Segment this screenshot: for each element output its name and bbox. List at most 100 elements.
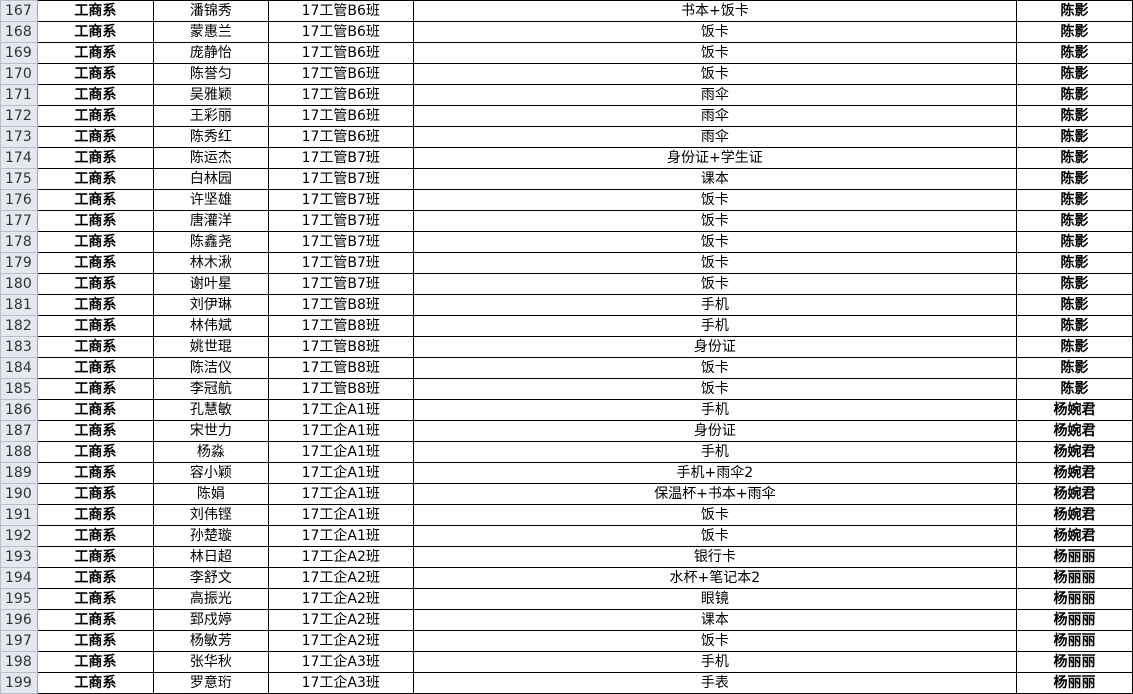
cell-class[interactable]: 17工管B7班 xyxy=(267,273,414,295)
cell-class[interactable]: 17工企A2班 xyxy=(267,630,414,652)
cell-class[interactable]: 17工企A1班 xyxy=(267,525,414,547)
cell-item[interactable]: 饭卡 xyxy=(412,210,1018,232)
cell-class[interactable]: 17工管B6班 xyxy=(267,21,414,43)
cell-staff[interactable]: 陈影 xyxy=(1016,84,1133,106)
cell-item[interactable]: 饭卡 xyxy=(412,630,1018,652)
cell-department[interactable]: 工商系 xyxy=(36,63,154,85)
cell-item[interactable]: 手机 xyxy=(412,651,1018,673)
cell-class[interactable]: 17工企A2班 xyxy=(267,546,414,568)
cell-class[interactable]: 17工企A1班 xyxy=(267,483,414,505)
cell-department[interactable]: 工商系 xyxy=(36,609,154,631)
cell-department[interactable]: 工商系 xyxy=(36,126,154,148)
row-header[interactable]: 186 xyxy=(0,399,38,421)
cell-department[interactable]: 工商系 xyxy=(36,189,154,211)
cell-department[interactable]: 工商系 xyxy=(36,630,154,652)
row-header[interactable]: 179 xyxy=(0,252,38,274)
cell-staff[interactable]: 杨丽丽 xyxy=(1016,567,1133,589)
cell-class[interactable]: 17工管B7班 xyxy=(267,147,414,169)
cell-item[interactable]: 饭卡 xyxy=(412,189,1018,211)
cell-department[interactable]: 工商系 xyxy=(36,546,154,568)
row-header[interactable]: 183 xyxy=(0,336,38,358)
row-header[interactable]: 196 xyxy=(0,609,38,631)
cell-department[interactable]: 工商系 xyxy=(36,525,154,547)
cell-department[interactable]: 工商系 xyxy=(36,441,154,463)
cell-class[interactable]: 17工管B7班 xyxy=(267,210,414,232)
cell-item[interactable]: 饭卡 xyxy=(412,504,1018,526)
cell-department[interactable]: 工商系 xyxy=(36,357,154,379)
row-header[interactable]: 175 xyxy=(0,168,38,190)
row-header[interactable]: 195 xyxy=(0,588,38,610)
cell-staff[interactable]: 陈影 xyxy=(1016,294,1133,316)
cell-staff[interactable]: 杨丽丽 xyxy=(1016,546,1133,568)
cell-staff[interactable]: 杨婉君 xyxy=(1016,441,1133,463)
cell-class[interactable]: 17工管B8班 xyxy=(267,378,414,400)
cell-department[interactable]: 工商系 xyxy=(36,294,154,316)
cell-name[interactable]: 郅戍婷 xyxy=(152,609,269,631)
row-header[interactable]: 188 xyxy=(0,441,38,463)
cell-name[interactable]: 陈鑫尧 xyxy=(152,231,269,253)
cell-item[interactable]: 课本 xyxy=(412,168,1018,190)
cell-staff[interactable]: 杨丽丽 xyxy=(1016,630,1133,652)
cell-name[interactable]: 张华秋 xyxy=(152,651,269,673)
cell-department[interactable]: 工商系 xyxy=(36,504,154,526)
cell-staff[interactable]: 陈影 xyxy=(1016,63,1133,85)
cell-item[interactable]: 手机 xyxy=(412,399,1018,421)
cell-staff[interactable]: 陈影 xyxy=(1016,21,1133,43)
row-header[interactable]: 171 xyxy=(0,84,38,106)
cell-class[interactable]: 17工管B6班 xyxy=(267,126,414,148)
cell-name[interactable]: 杨淼 xyxy=(152,441,269,463)
cell-department[interactable]: 工商系 xyxy=(36,588,154,610)
cell-name[interactable]: 林日超 xyxy=(152,546,269,568)
cell-staff[interactable]: 杨丽丽 xyxy=(1016,651,1133,673)
cell-item[interactable]: 身份证+学生证 xyxy=(412,147,1018,169)
row-header[interactable]: 190 xyxy=(0,483,38,505)
row-header[interactable]: 170 xyxy=(0,63,38,85)
row-header[interactable]: 172 xyxy=(0,105,38,127)
cell-class[interactable]: 17工企A3班 xyxy=(267,651,414,673)
cell-item[interactable]: 饭卡 xyxy=(412,252,1018,274)
cell-name[interactable]: 唐灌洋 xyxy=(152,210,269,232)
row-header[interactable]: 180 xyxy=(0,273,38,295)
cell-department[interactable]: 工商系 xyxy=(36,105,154,127)
cell-item[interactable]: 课本 xyxy=(412,609,1018,631)
cell-class[interactable]: 17工企A1班 xyxy=(267,399,414,421)
cell-name[interactable]: 庞静怡 xyxy=(152,42,269,64)
row-header[interactable]: 168 xyxy=(0,21,38,43)
cell-name[interactable]: 刘伟铿 xyxy=(152,504,269,526)
cell-department[interactable]: 工商系 xyxy=(36,21,154,43)
cell-class[interactable]: 17工管B6班 xyxy=(267,84,414,106)
cell-name[interactable]: 陈秀红 xyxy=(152,126,269,148)
cell-department[interactable]: 工商系 xyxy=(36,336,154,358)
cell-item[interactable]: 饭卡 xyxy=(412,231,1018,253)
cell-name[interactable]: 蒙惠兰 xyxy=(152,21,269,43)
cell-staff[interactable]: 杨婉君 xyxy=(1016,420,1133,442)
cell-name[interactable]: 陈运杰 xyxy=(152,147,269,169)
cell-class[interactable]: 17工管B6班 xyxy=(267,42,414,64)
row-header[interactable]: 194 xyxy=(0,567,38,589)
cell-item[interactable]: 水杯+笔记本2 xyxy=(412,567,1018,589)
row-header[interactable]: 192 xyxy=(0,525,38,547)
cell-staff[interactable]: 陈影 xyxy=(1016,231,1133,253)
cell-class[interactable]: 17工管B8班 xyxy=(267,294,414,316)
cell-name[interactable]: 刘伊琳 xyxy=(152,294,269,316)
cell-staff[interactable]: 陈影 xyxy=(1016,378,1133,400)
row-header[interactable]: 173 xyxy=(0,126,38,148)
cell-class[interactable]: 17工企A1班 xyxy=(267,441,414,463)
cell-item[interactable]: 手表 xyxy=(412,672,1018,694)
cell-staff[interactable]: 陈影 xyxy=(1016,189,1133,211)
cell-item[interactable]: 身份证 xyxy=(412,420,1018,442)
row-header[interactable]: 187 xyxy=(0,420,38,442)
cell-name[interactable]: 高振光 xyxy=(152,588,269,610)
row-header[interactable]: 176 xyxy=(0,189,38,211)
cell-name[interactable]: 李舒文 xyxy=(152,567,269,589)
cell-department[interactable]: 工商系 xyxy=(36,378,154,400)
cell-class[interactable]: 17工企A2班 xyxy=(267,567,414,589)
row-header[interactable]: 189 xyxy=(0,462,38,484)
cell-class[interactable]: 17工管B7班 xyxy=(267,189,414,211)
cell-item[interactable]: 书本+饭卡 xyxy=(412,0,1018,22)
cell-staff[interactable]: 陈影 xyxy=(1016,147,1133,169)
cell-name[interactable]: 姚世琨 xyxy=(152,336,269,358)
row-header[interactable]: 198 xyxy=(0,651,38,673)
cell-name[interactable]: 陈娟 xyxy=(152,483,269,505)
cell-department[interactable]: 工商系 xyxy=(36,147,154,169)
